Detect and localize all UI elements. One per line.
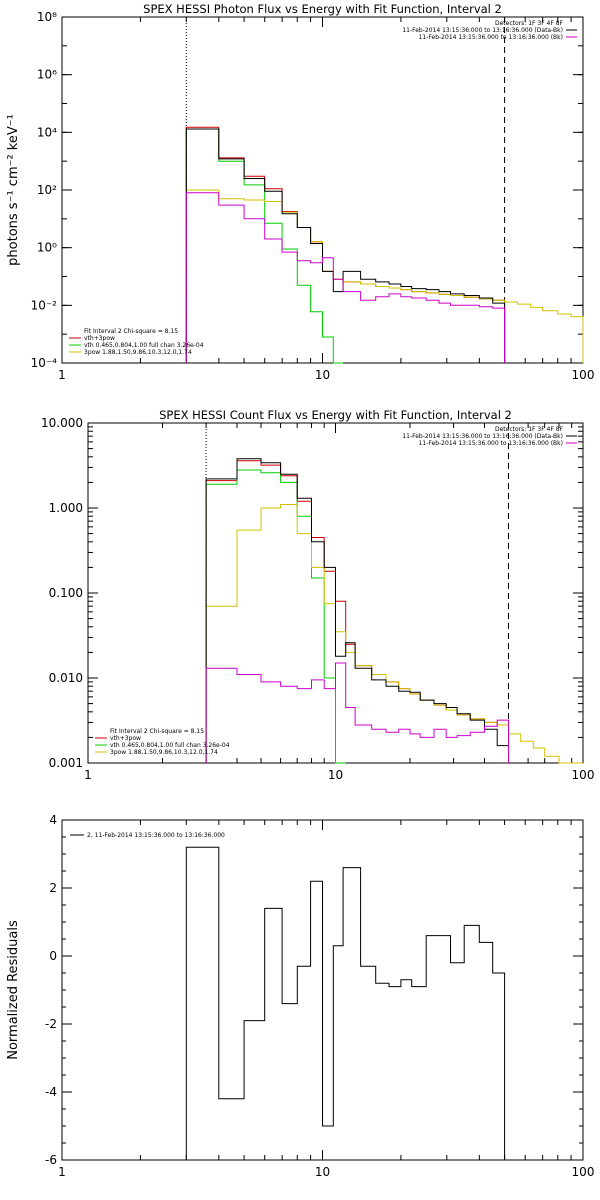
legend-bottomleft-text: vth 0.465,0.804,1.00 full chan 3.26e-04 bbox=[110, 742, 230, 749]
y-axis-label: Normalized Residuals bbox=[6, 920, 21, 1060]
y-tick-label: 0.001 bbox=[49, 756, 83, 770]
count-flux-panel: SPEX HESSI Count Flux vs Energy with Fit… bbox=[41, 408, 594, 782]
series-line-2 bbox=[205, 504, 583, 764]
legend-topright-text: 11-Feb-2014 13:15:36.000 to 13:16:36.000… bbox=[402, 433, 563, 440]
residuals-panel: 1 10 100 -6 -4 -2 0 2 4 Normalized Residuals 2, 11… bbox=[6, 813, 594, 1179]
y-tick-label: 10⁸ bbox=[37, 10, 57, 24]
y-tick-label: 10.000 bbox=[41, 416, 83, 430]
x-tick-label: 10 bbox=[328, 768, 343, 782]
legend-topright-text: 11-Feb-2014 13:15:36.000 to 13:16:36.000… bbox=[402, 27, 563, 34]
y-tick-label: 0 bbox=[49, 949, 57, 963]
chart-title: SPEX HESSI Photon Flux vs Energy with Fi… bbox=[143, 2, 502, 16]
y-tick-label: 10² bbox=[37, 183, 57, 197]
y-tick-label: -2 bbox=[45, 1017, 57, 1031]
x-tick-label: 100 bbox=[572, 1165, 595, 1179]
series-line-0 bbox=[185, 126, 506, 363]
x-tick-label: 10 bbox=[315, 368, 330, 382]
series-line-0 bbox=[185, 846, 506, 1160]
series-line-0 bbox=[205, 460, 509, 763]
photon-flux-panel: SPEX HESSI Photon Flux vs Energy with Fi… bbox=[6, 2, 594, 382]
y-tick-label: -6 bbox=[45, 1153, 57, 1167]
y-tick-label: 0.010 bbox=[49, 671, 83, 685]
x-tick-label: 100 bbox=[572, 368, 595, 382]
chart-title: SPEX HESSI Count Flux vs Energy with Fit… bbox=[159, 408, 512, 422]
legend-topleft-text: 2, 11-Feb-2014 13:15:36.000 to 13:16:36.… bbox=[87, 832, 225, 839]
y-tick-label: -4 bbox=[45, 1085, 57, 1099]
legend-topright-text: Detectors: 1F 3F 4F 8F bbox=[495, 20, 564, 27]
x-tick-label: 10 bbox=[315, 1165, 330, 1179]
legend-bottomleft-text: vth 0.465,0.804,1.00 full chan 3.26e-04 bbox=[84, 342, 204, 349]
series-line-3 bbox=[185, 128, 506, 363]
y-tick-label: 0.100 bbox=[49, 586, 83, 600]
y-tick-label: 10⁻² bbox=[31, 298, 58, 312]
y-tick-label: 10⁰ bbox=[37, 241, 57, 255]
y-axis-label: photons s⁻¹ cm⁻² keV⁻¹ bbox=[6, 114, 21, 266]
legend-topright-text: 11-Feb-2014 13:15:36.000 to 13:16:36.000… bbox=[419, 440, 563, 447]
y-tick-label: 10⁻⁴ bbox=[31, 356, 58, 370]
series-line-2 bbox=[185, 189, 584, 363]
legend-topright-text: Detectors: 1F 3F 4F 8F bbox=[495, 426, 564, 433]
series-line-1 bbox=[185, 128, 344, 364]
series-line-1 bbox=[205, 469, 346, 764]
x-tick-label: 1 bbox=[84, 768, 92, 782]
series-line-3 bbox=[205, 458, 509, 763]
x-tick-label: 1 bbox=[58, 368, 66, 382]
x-tick-label: 1 bbox=[58, 1165, 66, 1179]
y-tick-label: 2 bbox=[49, 881, 57, 895]
legend-bottomleft-text: 3pow 1.88,1.50,9.86,10.3,12.0,1.74 bbox=[84, 349, 192, 356]
y-tick-label: 4 bbox=[49, 813, 57, 827]
legend-bottomleft-text: vth+3pow bbox=[84, 335, 115, 342]
y-tick-label: 10⁴ bbox=[37, 125, 57, 139]
legend-bottomleft-text: 3pow 1.88,1.50,9.86,10.3,12.0,1.74 bbox=[110, 749, 218, 756]
series-line-4 bbox=[185, 192, 506, 363]
y-tick-label: 10⁶ bbox=[37, 68, 57, 82]
legend-bottomleft-text: Fit Interval 2 Chi-square = 8.15 bbox=[110, 728, 204, 735]
series-line-4 bbox=[205, 662, 509, 763]
legend-bottomleft-text: Fit Interval 2 Chi-square = 8.15 bbox=[84, 328, 178, 335]
x-tick-label: 100 bbox=[572, 768, 595, 782]
y-tick-label: 1.000 bbox=[49, 501, 83, 515]
legend-bottomleft-text: vth+3pow bbox=[110, 735, 141, 742]
legend-topright-text: 11-Feb-2014 13:15:36.000 to 13:16:36.000… bbox=[419, 34, 563, 41]
